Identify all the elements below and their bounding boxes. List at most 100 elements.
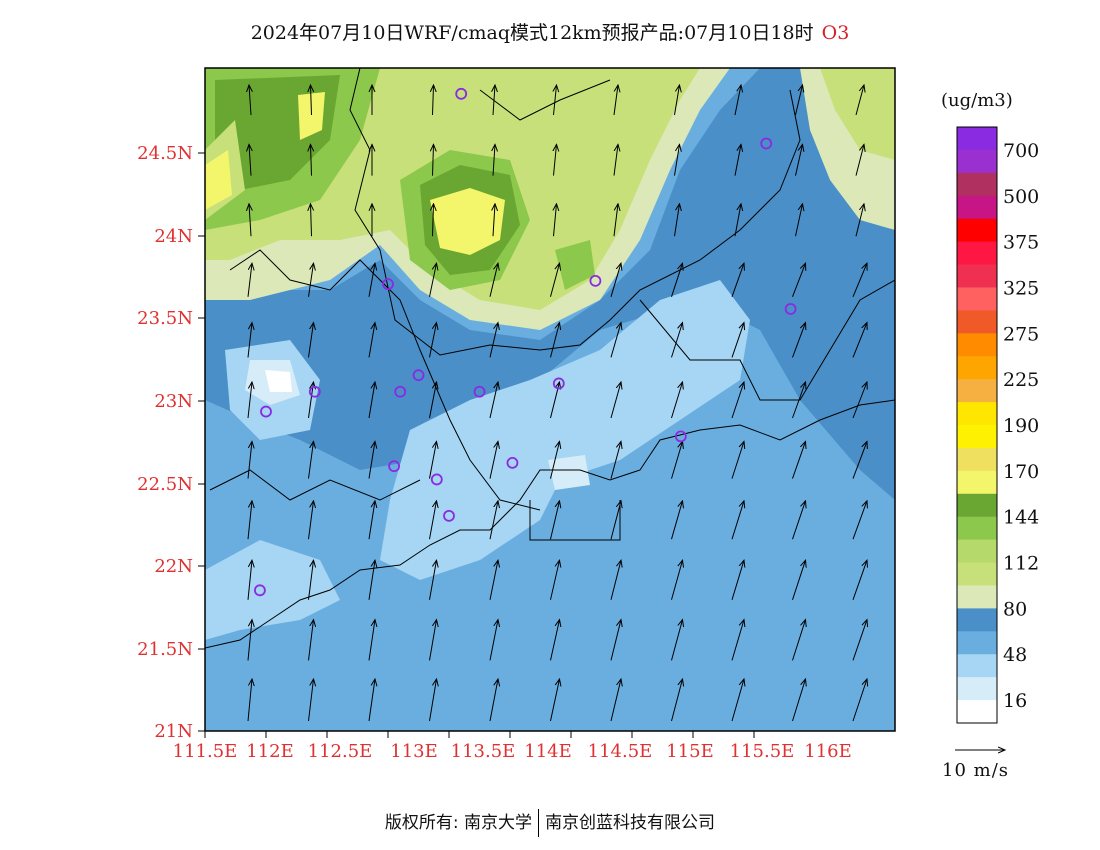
wind-arrow: [247, 560, 252, 600]
wind-arrow: [731, 620, 744, 661]
wind-arrow: [493, 85, 495, 116]
wind-arrow: [247, 263, 252, 297]
wind-arrow: [433, 144, 434, 176]
legend-swatch: [957, 195, 997, 220]
wind-arrow: [368, 501, 375, 540]
wind-arrow: [308, 441, 314, 479]
wind-arrow: [489, 501, 498, 540]
wind-arrow: [795, 144, 803, 176]
y-tick-label: 23N: [154, 391, 193, 412]
wind-arrow: [550, 441, 560, 479]
x-tick-label: 111.5E: [173, 741, 238, 762]
station-marker: [589, 274, 602, 287]
wind-arrow: [554, 204, 557, 237]
station-marker: [506, 456, 519, 469]
legend-swatch: [957, 172, 997, 197]
wind-arrow: [247, 679, 252, 722]
wind-arrow: [792, 560, 806, 600]
legend-swatch: [957, 310, 997, 334]
station-marker: [443, 509, 455, 522]
legend-swatch: [957, 149, 997, 174]
legend-swatch: [957, 470, 997, 495]
legend-swatch: [957, 218, 997, 243]
legend-label: 170: [1003, 461, 1039, 483]
wind-arrow: [795, 204, 803, 237]
wind-arrow: [671, 560, 683, 600]
wind-arrow: [308, 560, 314, 600]
wind-arrow: [429, 323, 437, 358]
wind-arrow: [489, 323, 498, 358]
legend-label: 700: [1003, 140, 1039, 162]
wind-arrow: [249, 144, 251, 176]
wind-arrow: [731, 441, 744, 479]
legend-swatch: [957, 127, 997, 151]
station-marker: [412, 369, 425, 382]
wind-arrow: [792, 501, 806, 540]
legend-swatch: [957, 585, 997, 609]
station-marker: [253, 584, 266, 597]
wind-arrow: [308, 679, 314, 722]
legend-swatch: [957, 654, 997, 678]
wind-arrow: [671, 441, 683, 479]
wind-arrow: [493, 204, 495, 237]
station-marker: [382, 278, 394, 291]
title-variable: O3: [821, 22, 850, 44]
station-markers: [253, 87, 797, 597]
legend-label: 48: [1003, 644, 1027, 666]
wind-arrow: [674, 144, 680, 176]
wind-arrow: [247, 620, 252, 661]
wind-arrow: [493, 144, 495, 176]
y-tick-label: 22.5N: [137, 474, 193, 495]
wind-arrow: [368, 441, 375, 479]
legend-label: 144: [1003, 507, 1039, 529]
legend-labels: 700 500 375 325 275 225 190 170 144 112 80 48 16: [1003, 140, 1039, 712]
wind-arrow: [429, 382, 437, 419]
wind-arrow: [852, 560, 867, 600]
wind-arrow: [554, 85, 557, 116]
wind-arrow: [671, 620, 683, 661]
wind-arrow: [247, 441, 252, 479]
wind-arrow: [610, 560, 621, 600]
wind-arrow: [489, 382, 498, 419]
legend-label: 225: [1003, 369, 1039, 391]
wind-arrow: [368, 382, 375, 419]
wind-arrow: [734, 144, 741, 176]
station-marker: [674, 430, 687, 443]
wind-arrow: [247, 382, 252, 419]
wind-arrow: [852, 323, 867, 358]
x-tick-label: 113.5E: [451, 741, 516, 762]
wind-arrow: [855, 85, 864, 116]
plot-frame: [204, 67, 896, 732]
legend-unit: (ug/m3): [941, 90, 1013, 111]
wind-arrow: [855, 144, 864, 176]
footer-right: 南京创蓝科技有限公司: [545, 813, 716, 833]
legend-swatch: [957, 539, 997, 564]
legend-swatch: [957, 493, 997, 518]
legend-swatch: [957, 333, 997, 357]
legend-swatch: [957, 447, 997, 472]
wind-arrow: [433, 204, 434, 237]
legend-label: 500: [1003, 186, 1039, 208]
wind-arrow: [554, 144, 557, 176]
x-tick-label: 115.5E: [730, 741, 795, 762]
wind-arrow: [433, 85, 434, 116]
station-marker: [760, 137, 773, 150]
wind-arrow: [731, 560, 744, 600]
legend-colorbar: [956, 126, 998, 724]
legend-label: 190: [1003, 415, 1039, 437]
wind-arrow: [731, 323, 744, 358]
wind-arrow: [674, 204, 680, 237]
wind-arrow: [550, 560, 560, 600]
wind-arrow: [671, 679, 683, 722]
y-tick-label: 23.5N: [137, 308, 193, 329]
wind-arrow: [550, 501, 560, 540]
legend-swatch: [957, 287, 997, 311]
wind-arrow: [368, 620, 375, 661]
wind-arrow: [311, 85, 312, 116]
wind-arrow: [308, 323, 314, 358]
y-tick-label: 24.5N: [137, 143, 193, 164]
wind-arrow: [610, 382, 621, 419]
legend-swatch: [957, 677, 997, 701]
wind-arrow: [368, 263, 375, 297]
